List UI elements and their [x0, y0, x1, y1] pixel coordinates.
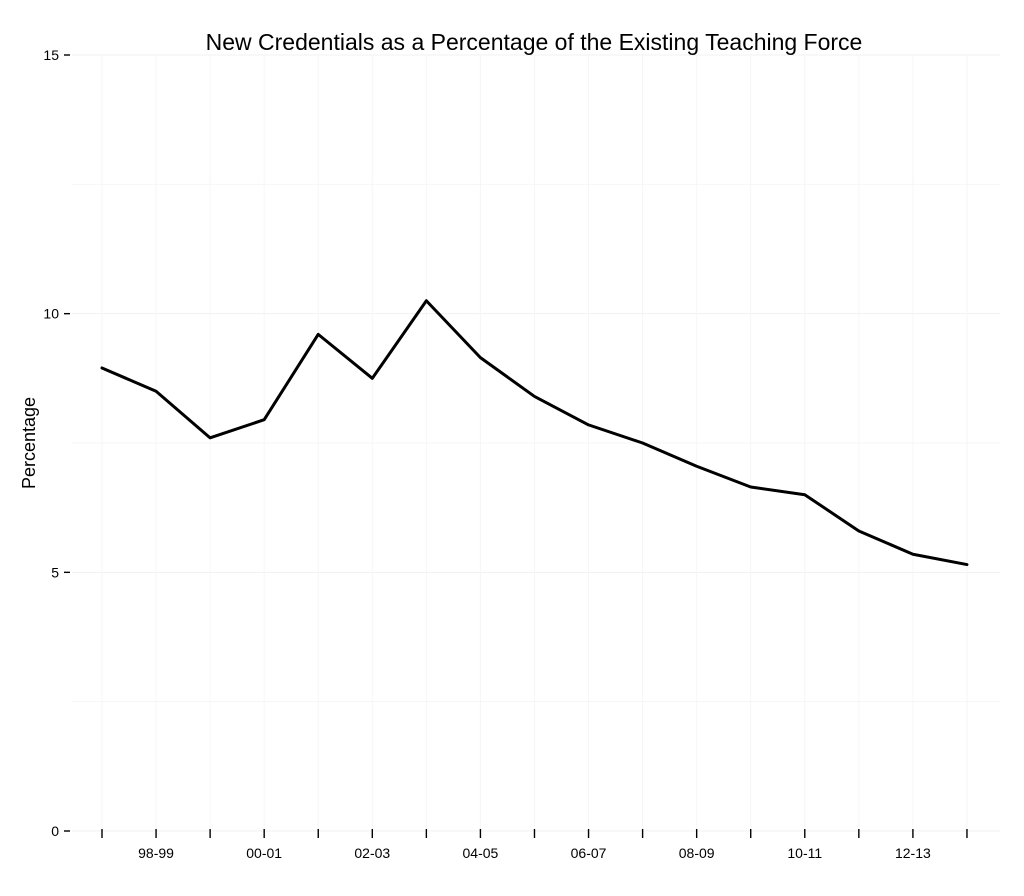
x-tick-label: 02-03 — [354, 845, 390, 861]
y-tick-label: 5 — [51, 564, 59, 580]
data-point — [803, 493, 806, 496]
y-tick-label: 15 — [43, 47, 59, 63]
data-point — [262, 418, 266, 421]
data-point — [533, 395, 536, 398]
data-point — [587, 423, 590, 427]
data-point — [154, 390, 158, 393]
data-point — [371, 377, 374, 380]
data-point — [749, 485, 752, 489]
data-point — [857, 529, 861, 533]
x-tick-label: 04-05 — [463, 845, 499, 861]
axes: 0 5 10 15 98-99 00-01 02-03 04-05 06-07 08-09 10-1… — [43, 47, 968, 861]
y-tick-label: 10 — [43, 306, 59, 322]
data-point — [317, 333, 320, 336]
x-tick-label: 00-01 — [246, 845, 282, 861]
data-point — [100, 366, 104, 370]
y-tick-label: 0 — [51, 823, 59, 839]
data-point — [641, 441, 644, 445]
y-axis-label: Percentage — [19, 397, 39, 489]
data-point — [965, 563, 969, 566]
series-layer — [100, 299, 969, 567]
grid-lines — [72, 54, 1000, 832]
x-tick-label: 06-07 — [571, 845, 607, 861]
x-tick-label: 10-11 — [787, 845, 822, 861]
data-point — [911, 553, 915, 556]
x-tick-label: 98-99 — [138, 845, 174, 861]
chart-title: New Credentials as a Percentage of the E… — [206, 29, 863, 55]
x-tick-label: 08-09 — [679, 845, 715, 861]
x-tick-label: 12-13 — [895, 845, 931, 861]
data-point — [695, 465, 698, 468]
data-point — [479, 356, 482, 359]
data-point — [208, 436, 212, 440]
data-point — [425, 299, 428, 302]
